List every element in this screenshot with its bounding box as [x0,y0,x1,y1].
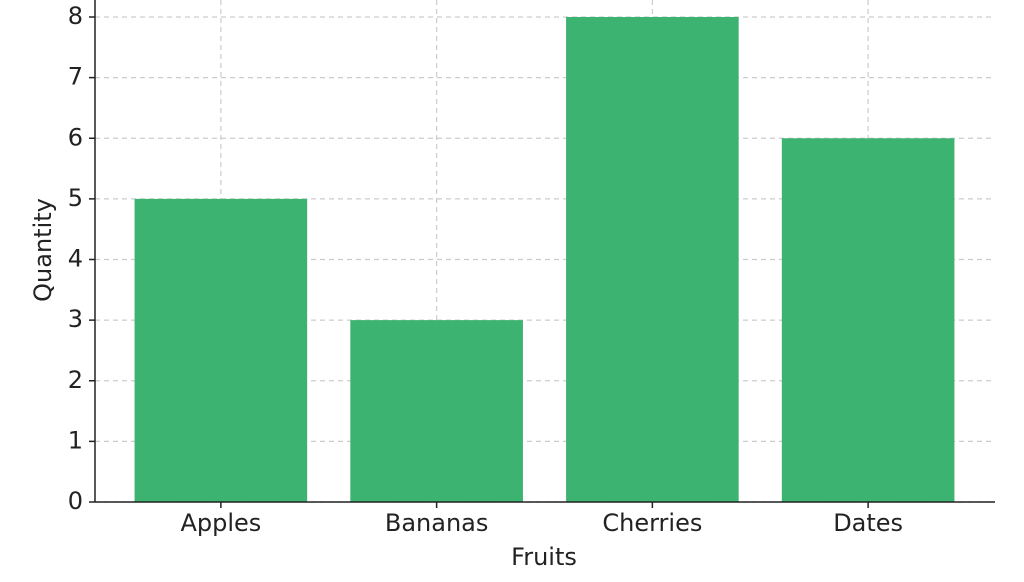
y-tick-label: 4 [68,245,83,273]
bar [781,138,955,502]
bar [134,198,308,502]
x-tick-label: Cherries [602,509,702,537]
y-tick-label: 5 [68,184,83,212]
y-tick-label: 1 [68,426,83,454]
y-tick-label: 3 [68,305,83,333]
x-tick-label: Dates [833,509,903,537]
y-axis-label: Quantity [29,198,57,302]
y-tick-label: 6 [68,123,83,151]
y-tick-label: 2 [68,366,83,394]
x-tick-label: Bananas [385,509,489,537]
bar [566,17,739,502]
y-tick-label: 7 [68,63,83,91]
x-axis-label: Fruits [511,543,577,571]
bar [350,320,523,502]
y-tick-label: 0 [68,487,83,515]
x-tick-label: Apples [180,509,261,537]
y-tick-label: 8 [68,2,83,30]
